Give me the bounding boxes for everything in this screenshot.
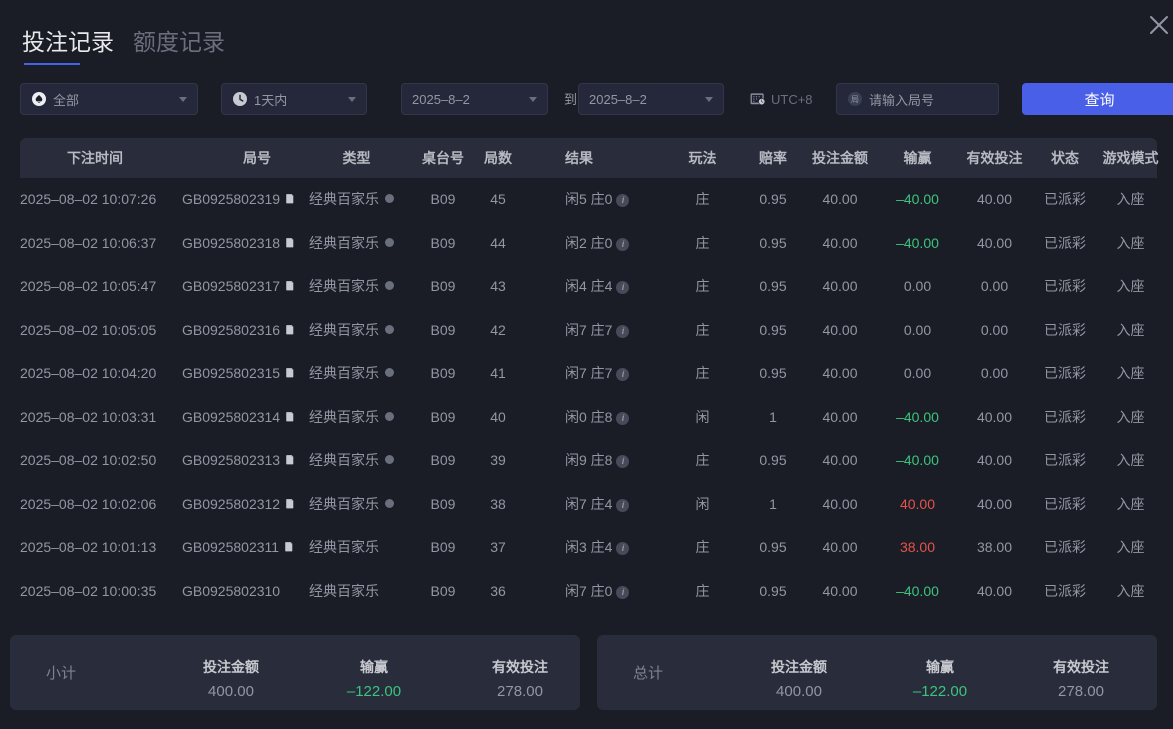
svg-text:局: 局 — [851, 95, 859, 104]
